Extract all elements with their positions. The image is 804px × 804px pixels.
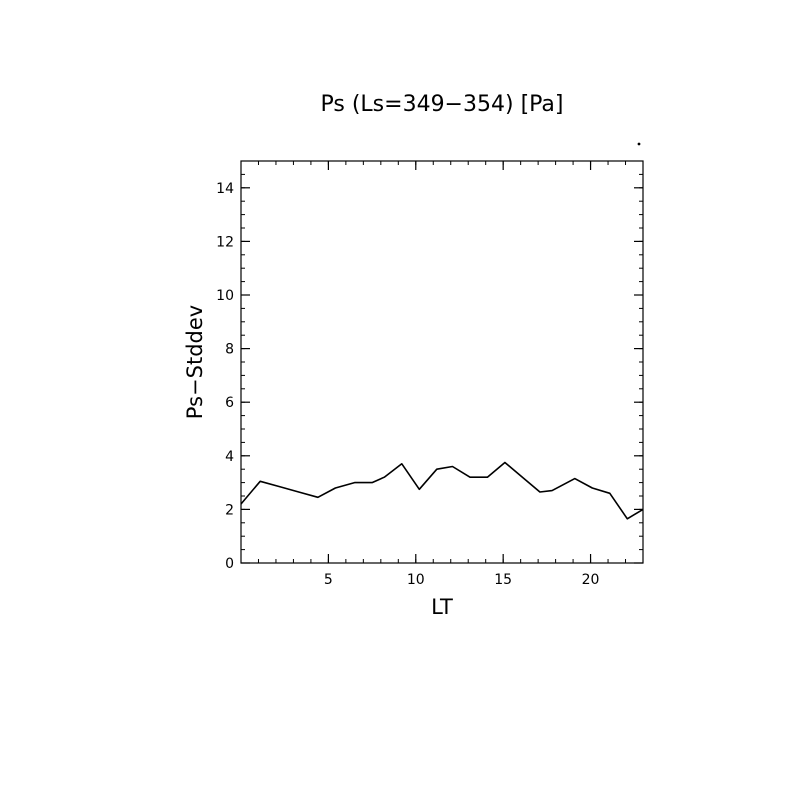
chart-title: Ps (Ls=349−354) [Pa] (321, 92, 564, 117)
corner-dot (637, 142, 641, 146)
minor-ticks (240, 160, 644, 564)
y-axis-label: Ps−Stddev (183, 305, 207, 419)
series-group (240, 461, 644, 520)
y-tick-label: 0 (225, 556, 234, 572)
x-tick-label: 10 (407, 572, 425, 588)
y-tick-label: 6 (225, 395, 234, 411)
series-line (240, 461, 644, 520)
plot-frame (240, 160, 644, 564)
y-tick-label: 10 (216, 288, 234, 304)
y-tick-labels: 0 2 4 6 8 10 12 14 (216, 181, 234, 572)
y-tick-label: 14 (216, 181, 234, 197)
y-tick-label: 4 (225, 449, 234, 465)
x-tick-label: 20 (582, 572, 600, 588)
major-ticks (241, 161, 643, 564)
y-tick-label: 8 (225, 342, 234, 358)
x-tick-labels: 5 10 15 20 (324, 572, 600, 588)
x-axis-label: LT (431, 595, 453, 619)
x-tick-label: 15 (494, 572, 512, 588)
y-tick-label: 2 (225, 502, 234, 518)
y-tick-label: 12 (216, 234, 234, 250)
x-tick-label: 5 (324, 572, 333, 588)
